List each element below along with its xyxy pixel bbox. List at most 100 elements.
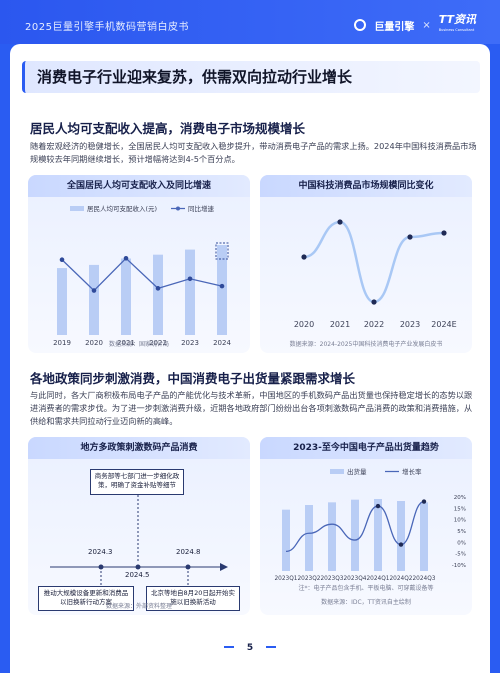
shipment-chart-title: 2023-至今中国电子产品出货量趋势 [260,437,472,459]
income-chart-card: 全国居民人均可支配收入及同比增速 居民人均可支配收入(元) 同比增速 2019 202… [28,175,250,353]
market-chart-title: 中国科技消费品市场规模同比变化 [260,175,472,197]
footer-line-left [224,646,234,648]
market-line [303,220,445,304]
timeline-date-2: 2024.5 [125,571,150,579]
income-x-tick: 2024 [213,339,231,347]
legend-line-label: 同比增速 [188,204,215,213]
income-x-tick: 2023 [181,339,199,347]
shipment-x-tick: 2024Q3 [412,576,435,582]
income-bar [121,258,131,335]
income-bar [153,254,163,335]
logos: 巨量引擎 × TT资讯 Business Consultant [354,13,476,35]
top-bar: 2025巨量引擎手机数码营销白皮书 巨量引擎 × TT资讯 Business Co… [0,0,500,44]
shipment-bar [397,501,405,571]
market-x-tick: 2020 [294,320,314,329]
shipment-bar [374,499,382,571]
timeline-date-1: 2024.3 [88,548,113,556]
income-chart-source: 数据来源：国家统计局 [108,341,169,348]
market-x-tick: 2022 [364,320,384,329]
legend-bar-swatch [70,206,84,211]
market-point [441,230,447,236]
market-chart: 2020 2021 2022 2023 2024E [294,219,457,329]
shipment-bar [328,502,336,571]
legend-line-marker [176,206,180,211]
brand-logo-icon [354,19,367,31]
report-title: 2025巨量引擎手机数码营销白皮书 [25,22,189,33]
timeline-box-bottom-left: 推动大规模设备更新和消费品以旧换新行动方案 [38,586,134,611]
shipment-right-tick: -10% [452,563,466,569]
growth-point [91,288,97,293]
shipment-right-tick: 10% [454,518,466,524]
shipment-right-tick: 20% [454,495,466,501]
legend-bar-label: 出货量 [347,467,367,476]
legend-bar-label: 居民人均可支配收入(元) [87,204,157,213]
income-x-tick: 2021 [117,339,135,347]
shipment-right-tick: -5% [455,552,466,558]
shipment-x-tick: 2023Q1 [274,576,297,582]
timeline-graphic [50,495,228,585]
page-number: 5 [246,643,254,653]
timeline-box-top: 商务部等七部门进一步细化政策，明确了资金补贴等细节 [90,469,184,495]
page-title: 消费电子行业迎来复苏，供需双向拉动行业增长 [22,61,480,93]
shipment-bar [305,505,313,571]
income-bar [185,249,195,335]
section2-text: 与此同时，各大厂商积极布局电子产品的产能优化与技术革新，中国地区的手机数码产品出… [30,390,473,426]
shipment-growth-point [398,542,404,547]
section1-text: 随着宏观经济的稳健增长，全国居民人均可支配收入稳步提升，带动消费电子产品的需求上… [30,141,477,164]
income-bar [89,264,99,335]
shipment-bar [351,499,359,571]
legend-line-label: 增长率 [402,467,422,476]
market-x-tick: 2024E [431,320,456,329]
shipment-x-tick: 2023Q2 [297,576,320,582]
times-sign: × [422,19,431,31]
market-point [407,234,413,240]
partner-logo: TT资讯 Business Consultant [438,13,476,32]
footer-line-right [266,646,276,648]
shipment-x-tick: 2023Q4 [343,576,366,582]
income-bar [217,245,227,335]
income-chart-title: 全国居民人均可支配收入及同比增速 [28,175,250,197]
market-point [371,299,377,305]
shipment-chart-source: 数据来源：IDC，TT资讯自主绘制 [321,599,411,606]
market-x-tick: 2023 [400,320,420,329]
shipment-right-tick: 5% [457,529,466,535]
market-chart-source: 数据来源：2024-2025中国科技消费电子产业发展白皮书 [289,341,443,348]
shipment-chart-card: 2023-至今中国电子产品出货量趋势 出货量 增长率 20% 15% 10% 5% 0% -5… [260,437,472,615]
shipment-growth-point [375,503,381,509]
market-point [337,219,343,225]
shipment-bar [282,509,290,571]
shipment-right-tick: 15% [454,506,466,512]
page-content: 消费电子行业迎来复苏，供需双向拉动行业增长 居民人均可支配收入提高，消费电子市场… [10,44,490,673]
shipment-bar [420,502,428,571]
income-chart: 居民人均可支配收入(元) 同比增速 2019 2020 2021 2022 2023 2024 [53,204,231,347]
policy-card: 地方多政策刺激数码产品消费 商务部等七部门进一步细化政策，明确了资金补贴等细节 … [28,437,250,615]
brand-logo-text: 巨量引擎 [374,21,415,33]
income-x-tick: 2022 [149,339,167,347]
income-bar [57,268,67,335]
growth-point [187,276,193,282]
shipment-x-tick: 2024Q1 [366,576,389,582]
legend-bar-swatch [330,469,344,474]
growth-line [61,257,223,292]
section1-title: 居民人均可支配收入提高，消费电子市场规模增长 [30,121,306,136]
policy-source: 数据来源：外部资料整理 [105,603,172,610]
growth-point [123,255,129,261]
market-chart-card: 中国科技消费品市场规模同比变化 2020 2021 2022 2023 2024E 数据… [260,175,472,353]
timeline-date-3: 2024.8 [176,548,201,556]
market-point [301,254,307,260]
growth-point [219,283,225,289]
shipment-right-tick: 0% [457,540,466,546]
shipment-chart-note: 注*：电子产品包含手机、平板电脑、可穿戴设备等 [298,585,434,592]
shipment-x-tick: 2023Q3 [320,576,343,582]
shipment-x-tick: 2024Q2 [389,576,412,582]
section2-title: 各地政策同步刺激消费，中国消费电子出货量紧跟需求增长 [30,371,356,386]
income-x-tick: 2020 [85,339,103,347]
income-x-tick: 2019 [53,339,71,347]
timeline-box-bottom-right: 北京等地自8月20日起开始实施以旧换新活动 [146,586,240,611]
growth-point [59,257,65,263]
growth-point [155,286,161,291]
policy-card-title: 地方多政策刺激数码产品消费 [28,437,250,459]
market-x-tick: 2021 [330,320,350,329]
shipment-growth-point [421,499,427,504]
